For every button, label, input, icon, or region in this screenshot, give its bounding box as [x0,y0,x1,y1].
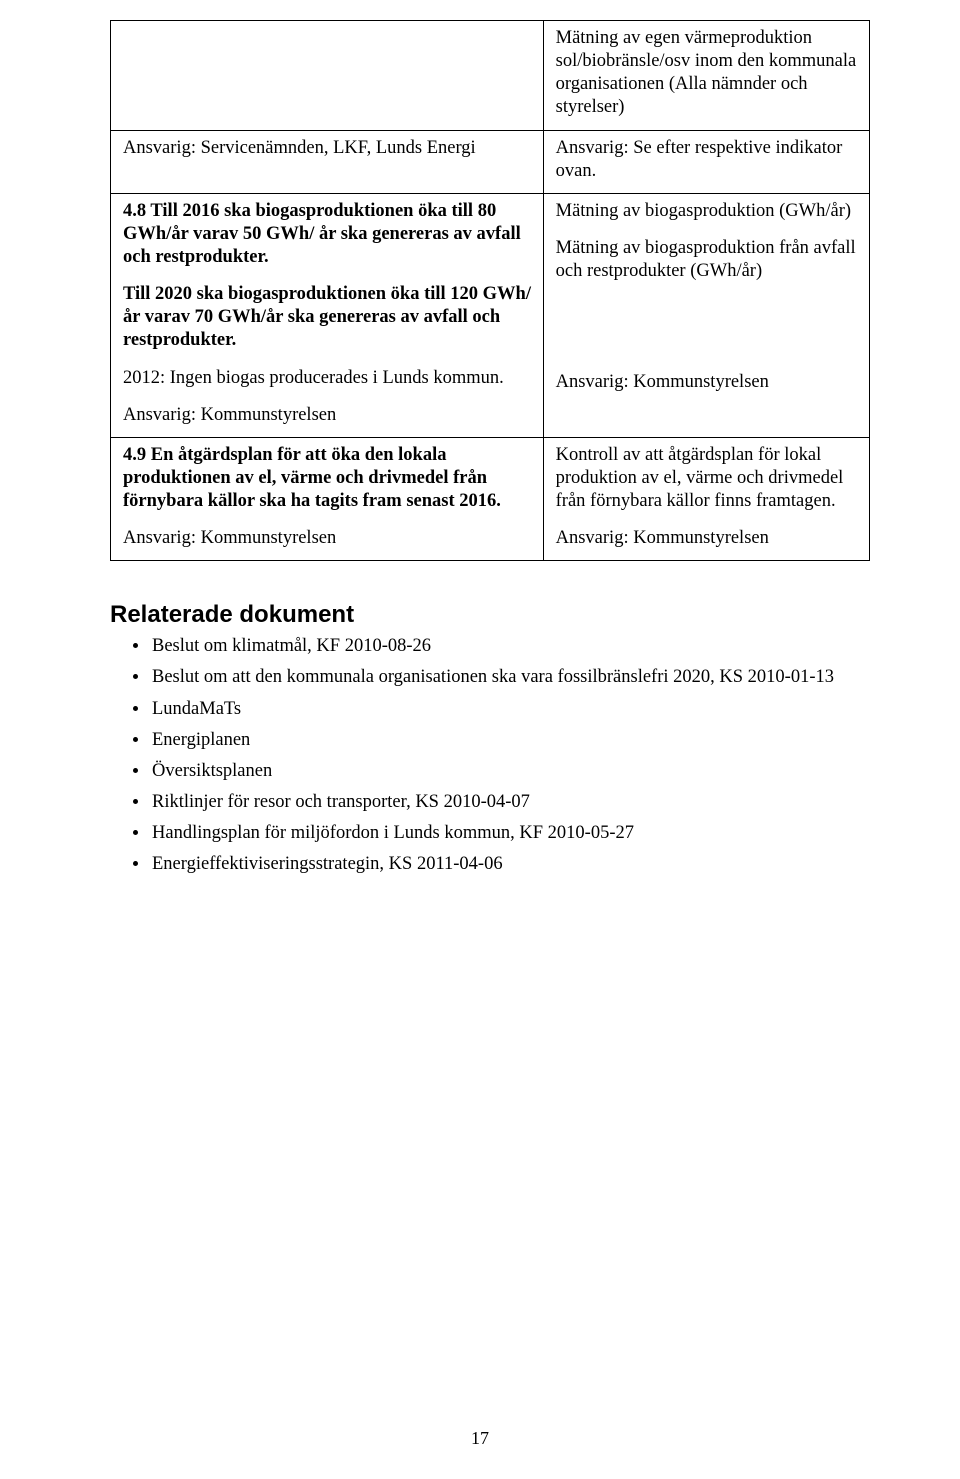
cell-right: Kontroll av att åtgärdsplan för lokal pr… [543,437,869,561]
paragraph: Mätning av biogasproduktion från avfall … [556,237,859,283]
table-row: Ansvarig: Servicenämnden, LKF, Lunds Ene… [111,130,870,193]
list-item: Energiplanen [150,729,870,752]
cell-right: Ansvarig: Se efter respektive indikator … [543,130,869,193]
paragraph: Kontroll av att åtgärdsplan för lokal pr… [556,444,859,513]
related-heading: Relaterade dokument [110,601,870,629]
cell-left: 4.9 En åtgärdsplan för att öka den lokal… [111,437,544,561]
paragraph: Ansvarig: Kommunstyrelsen [556,527,859,550]
list-item: Beslut om klimatmål, KF 2010-08-26 [150,635,870,658]
page-number: 17 [0,1428,960,1449]
paragraph: Mätning av biogasproduktion (GWh/år) [556,200,859,223]
document-page: Mätning av egen värmeproduktion sol/biob… [0,0,960,1479]
paragraph: Ansvarig: Kommunstyrelsen [123,404,533,427]
list-item: Handlingsplan för miljöfordon i Lunds ko… [150,822,870,845]
table-row: Mätning av egen värmeproduktion sol/biob… [111,21,870,131]
list-item: Energieffektiviseringsstrategin, KS 2011… [150,853,870,876]
list-item: Översiktsplanen [150,760,870,783]
paragraph: Ansvarig: Kommunstyrelsen [123,527,533,550]
paragraph: Mätning av egen värmeproduktion sol/biob… [556,27,859,120]
cell-left [111,21,544,131]
paragraph: 4.8 Till 2016 ska biogasproduktionen öka… [123,200,533,269]
paragraph: Till 2020 ska biogasproduktionen öka til… [123,283,533,352]
cell-right: Mätning av biogasproduktion (GWh/år) Mät… [543,193,869,437]
measures-table: Mätning av egen värmeproduktion sol/biob… [110,20,870,561]
paragraph: 4.9 En åtgärdsplan för att öka den lokal… [123,444,533,513]
cell-right: Mätning av egen värmeproduktion sol/biob… [543,21,869,131]
paragraph [556,297,859,357]
table-row: 4.9 En åtgärdsplan för att öka den lokal… [111,437,870,561]
cell-left: 4.8 Till 2016 ska biogasproduktionen öka… [111,193,544,437]
paragraph: Ansvarig: Servicenämnden, LKF, Lunds Ene… [123,137,533,160]
paragraph: Ansvarig: Kommunstyrelsen [556,371,859,394]
list-item: Riktlinjer för resor och transporter, KS… [150,791,870,814]
list-item: LundaMaTs [150,698,870,721]
related-list: Beslut om klimatmål, KF 2010-08-26 Beslu… [110,635,870,876]
cell-left: Ansvarig: Servicenämnden, LKF, Lunds Ene… [111,130,544,193]
paragraph: 2012: Ingen biogas producerades i Lunds … [123,367,533,390]
table-row: 4.8 Till 2016 ska biogasproduktionen öka… [111,193,870,437]
paragraph: Ansvarig: Se efter respektive indikator … [556,137,859,183]
list-item: Beslut om att den kommunala organisation… [150,666,870,689]
